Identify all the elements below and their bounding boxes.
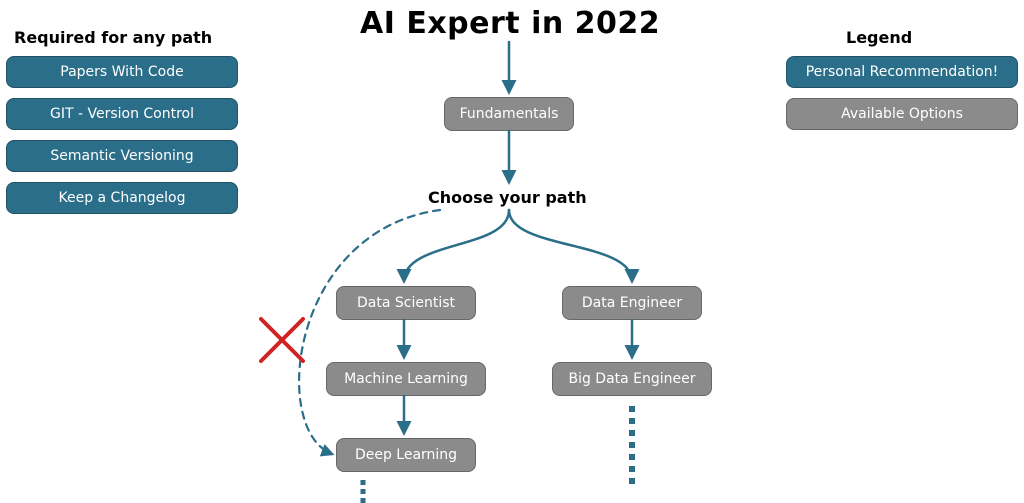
node-data-scientist: Data Scientist [336, 286, 476, 320]
sidebar-pill-semver: Semantic Versioning [6, 140, 238, 172]
sidebar-pill-papers: Papers With Code [6, 56, 238, 88]
node-deep-learning: Deep Learning [336, 438, 476, 472]
node-data-engineer: Data Engineer [562, 286, 702, 320]
diagram-stage: AI Expert in 2022 Required for any path … [0, 0, 1024, 503]
legend-pill-options: Available Options [786, 98, 1018, 130]
page-title: AI Expert in 2022 [360, 6, 660, 41]
choose-path-label: Choose your path [428, 188, 587, 207]
cross-icon [261, 319, 303, 361]
node-big-data-engineer: Big Data Engineer [552, 362, 712, 396]
sidebar-pill-changelog: Keep a Changelog [6, 182, 238, 214]
node-fundamentals: Fundamentals [444, 97, 574, 131]
sidebar-pill-git: GIT - Version Control [6, 98, 238, 130]
node-machine-learning: Machine Learning [326, 362, 486, 396]
sidebar-heading: Required for any path [14, 28, 212, 47]
legend-pill-recommendation: Personal Recommendation! [786, 56, 1018, 88]
legend-heading: Legend [846, 28, 912, 47]
